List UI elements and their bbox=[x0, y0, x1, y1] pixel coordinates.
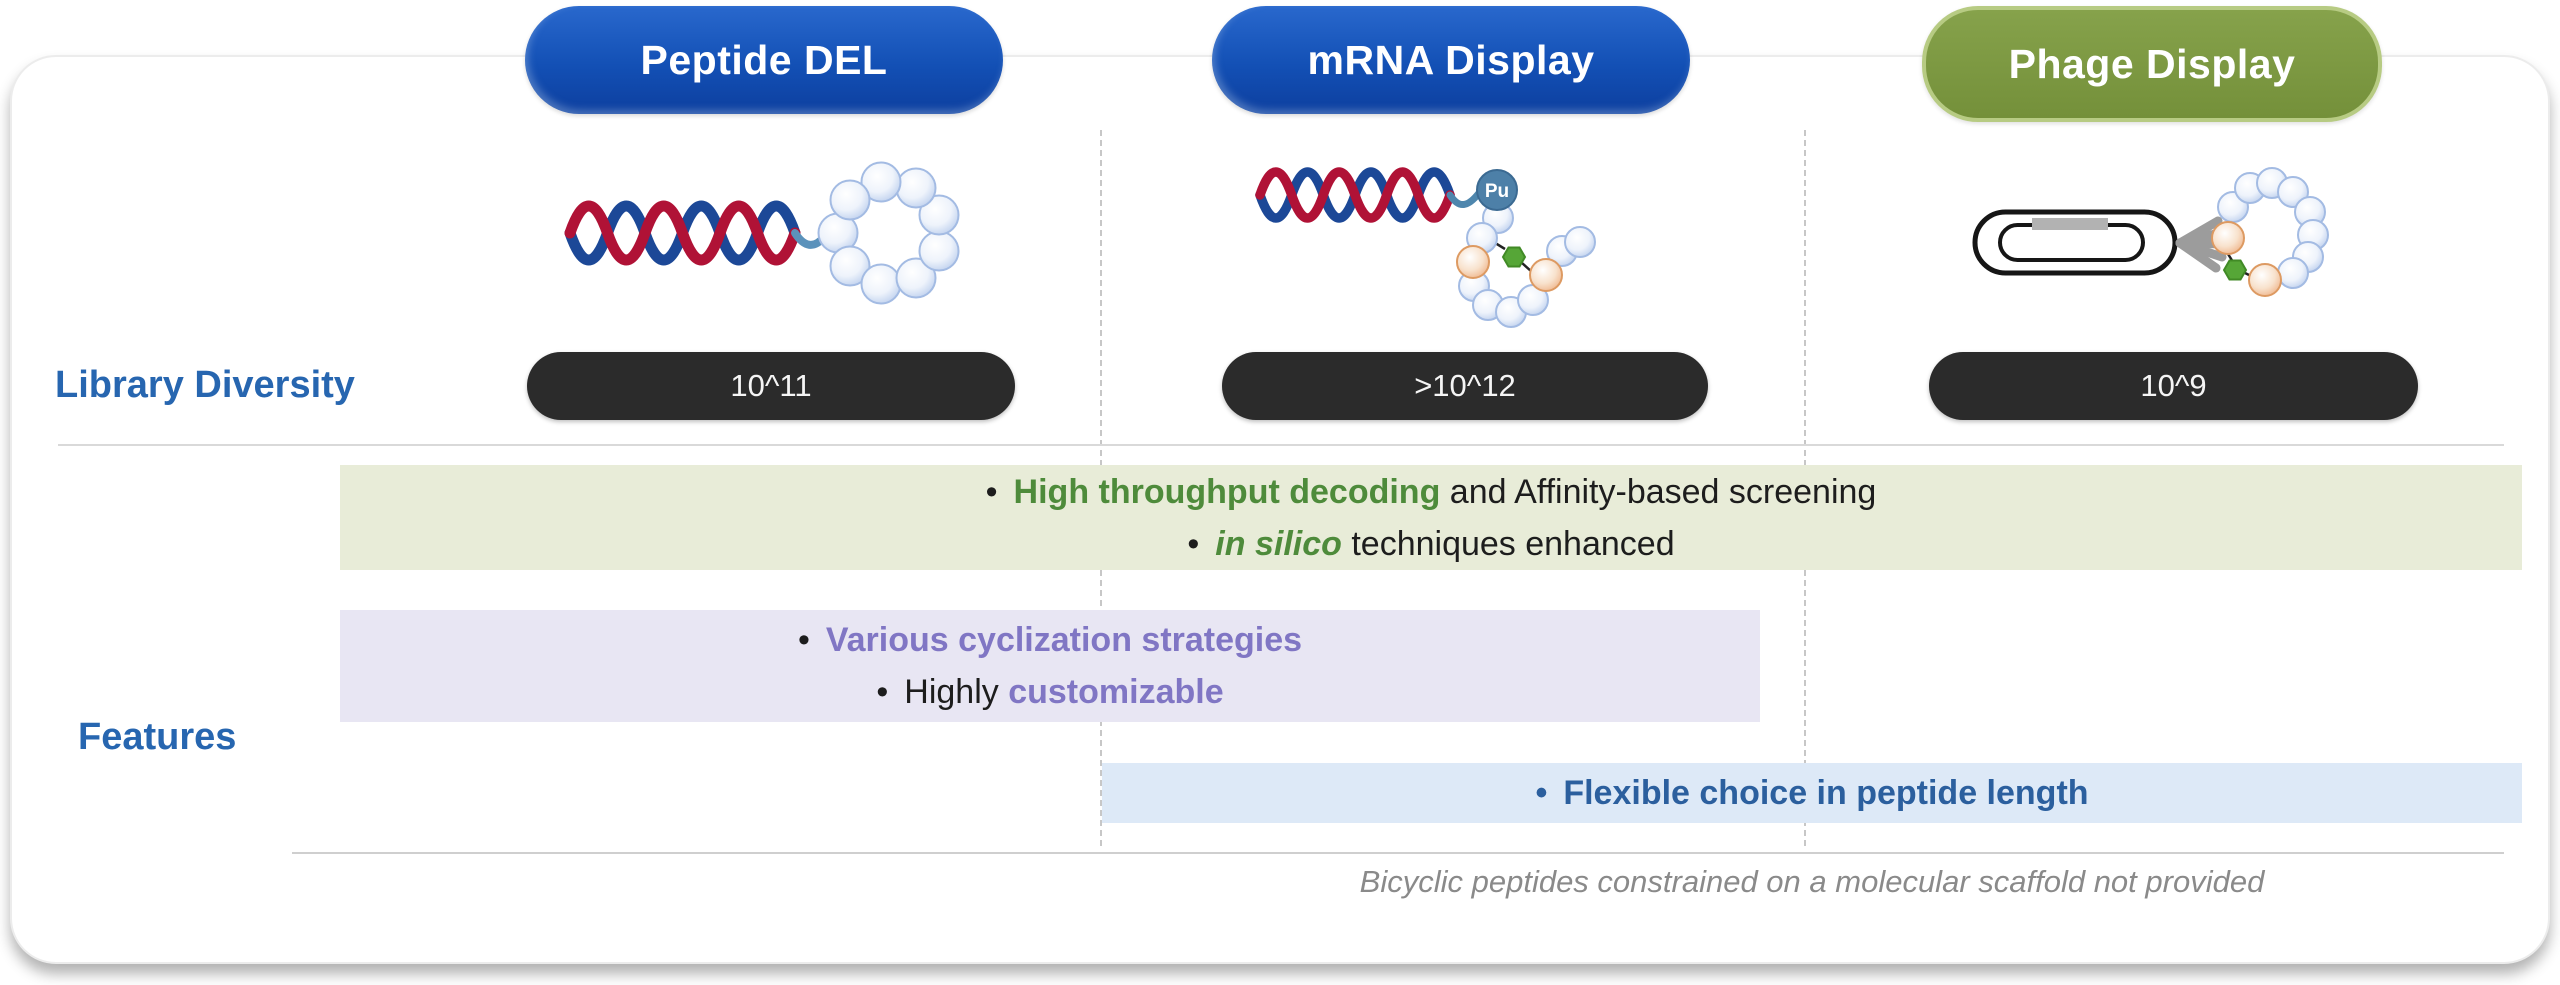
header-label-phage-display: Phage Display bbox=[2008, 40, 2296, 87]
anchor-residues-icon bbox=[2211, 221, 2282, 297]
phage-dna-bar-icon bbox=[2032, 218, 2108, 230]
feature-text: and Affinity-based screening bbox=[1440, 472, 1877, 511]
bullet: • bbox=[1187, 524, 1200, 563]
header-pill-phage-display: Phage Display bbox=[1922, 6, 2382, 122]
feature-line: • Flexible choice in peptide length bbox=[1102, 767, 2522, 819]
feature-text-strong: Flexible choice in peptide length bbox=[1563, 774, 2089, 812]
bullet: • bbox=[985, 472, 998, 511]
feature-band-shared-all: • High throughput decoding and Affinity-b… bbox=[340, 465, 2522, 570]
cyclic-peptide-ring-icon bbox=[817, 161, 960, 305]
phage-display-icon bbox=[1972, 167, 2329, 297]
feature-line: • High throughput decoding and Affinity-b… bbox=[340, 466, 2522, 518]
row-separator bbox=[58, 444, 2504, 446]
header-label-peptide-del: Peptide DEL bbox=[640, 36, 888, 83]
feature-text-strong: High throughput decoding bbox=[1013, 472, 1441, 511]
footnote-separator bbox=[292, 852, 2504, 854]
diversity-value-peptide-del: 10^11 bbox=[527, 352, 1015, 420]
peptide-del-icon bbox=[564, 161, 960, 305]
bullet: • bbox=[876, 673, 889, 711]
diversity-value-phage-display: 10^9 bbox=[1929, 352, 2418, 420]
feature-text: Highly bbox=[904, 673, 1009, 711]
header-pill-mrna-display: mRNA Display bbox=[1212, 6, 1690, 114]
bullet: • bbox=[1535, 774, 1548, 812]
bullet: • bbox=[797, 621, 810, 659]
mrna-tail-icon bbox=[1446, 189, 1483, 208]
mrna-display-icon: Pu bbox=[1255, 167, 1596, 328]
displayed-peptide-ring-icon bbox=[2217, 167, 2329, 289]
feature-band-mrna-phage: • Flexible choice in peptide length bbox=[1102, 763, 2522, 823]
mrna-helix-icon bbox=[1255, 167, 1455, 223]
footnote-text: Bicyclic peptides constrained on a molec… bbox=[1359, 864, 2265, 899]
peptide-chain-icon bbox=[1458, 202, 1596, 328]
header-label-mrna-display: mRNA Display bbox=[1307, 36, 1595, 83]
features-label: Features bbox=[78, 716, 237, 758]
linker-hexagon-icon bbox=[1501, 246, 1527, 268]
feature-text-strong: Various cyclization strategies bbox=[825, 621, 1303, 659]
feature-line: • Various cyclization strategies bbox=[340, 614, 1760, 666]
feature-line: • Highly customizable bbox=[340, 666, 1760, 718]
dna-helix-icon bbox=[564, 200, 801, 266]
diversity-value-mrna-display: >10^12 bbox=[1222, 352, 1708, 420]
library-diversity-label: Library Diversity bbox=[55, 364, 355, 406]
puromycin-label: Pu bbox=[1485, 181, 1509, 202]
feature-text: techniques enhanced bbox=[1341, 524, 1675, 563]
feature-line: • in silico techniques enhanced bbox=[340, 518, 2522, 570]
header-pill-peptide-del: Peptide DEL bbox=[525, 6, 1003, 114]
feature-text-strong: in silico bbox=[1215, 524, 1342, 563]
puromycin-circle-icon bbox=[1476, 169, 1518, 211]
anchor-residues-icon bbox=[1456, 245, 1563, 292]
feature-band-del-mrna: • Various cyclization strategies • Highly … bbox=[340, 610, 1760, 722]
feature-text-strong: customizable bbox=[1008, 673, 1224, 711]
phage-body-icon bbox=[1972, 209, 2178, 276]
linker-hexagon-icon bbox=[2222, 259, 2248, 281]
